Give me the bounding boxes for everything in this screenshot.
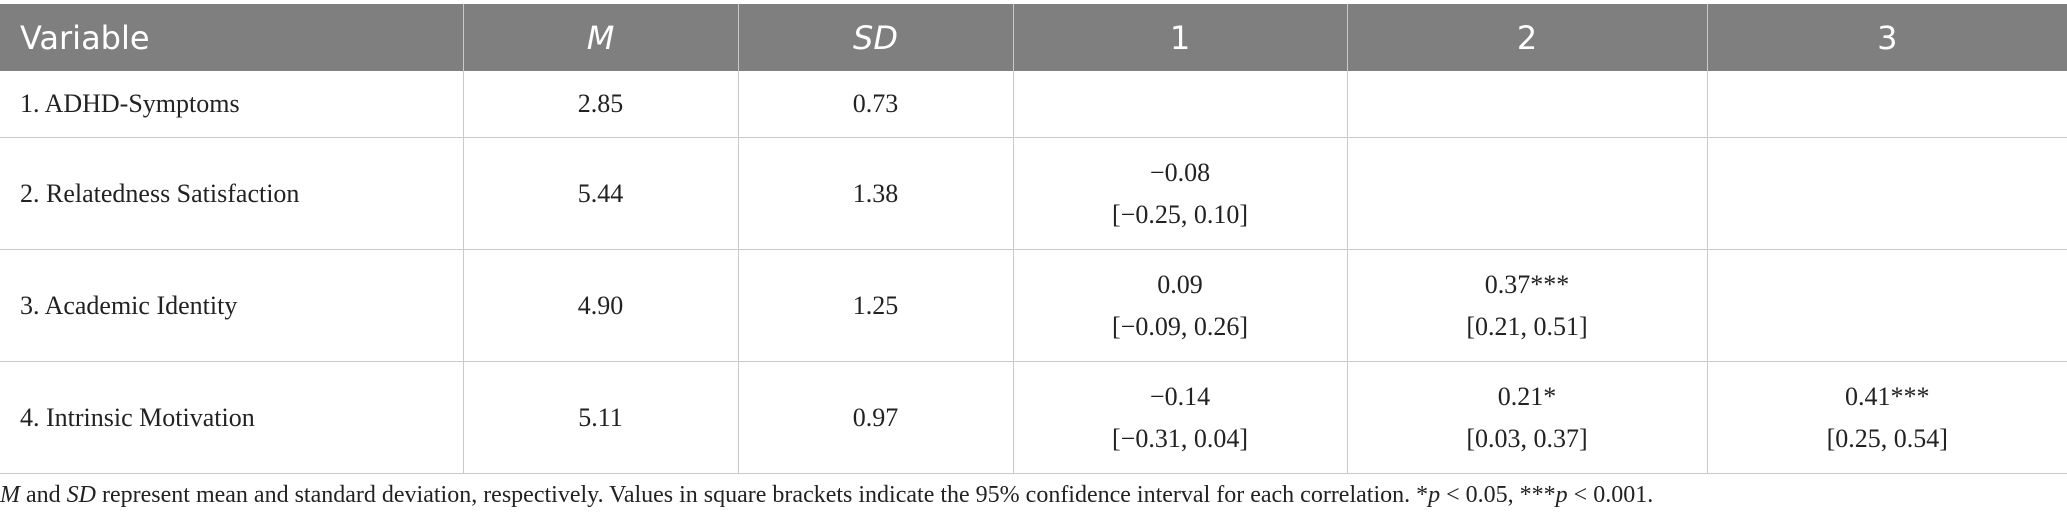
correlation-value: −0.08 bbox=[1149, 157, 1211, 187]
confidence-interval: [0.25, 0.54] bbox=[1826, 423, 1948, 453]
footnote-text-2: < 0.05, *** bbox=[1440, 482, 1556, 508]
header-col-2: 2 bbox=[1346, 4, 1707, 71]
table-body: 1. ADHD-Symptoms 2.85 0.73 2. Relatednes… bbox=[0, 71, 2067, 474]
confidence-interval: [0.03, 0.37] bbox=[1466, 423, 1588, 453]
footnote-text-1: represent mean and standard deviation, r… bbox=[96, 482, 1429, 508]
variable-cell: 4. Intrinsic Motivation bbox=[0, 361, 463, 474]
sd-cell: 1.38 bbox=[737, 137, 1013, 250]
footnote-and: and bbox=[20, 482, 67, 508]
correlation-cell bbox=[1346, 71, 1707, 138]
table-row: 4. Intrinsic Motivation 5.11 0.97 −0.14 … bbox=[0, 361, 2067, 474]
table-row: 1. ADHD-Symptoms 2.85 0.73 bbox=[0, 71, 2067, 138]
header-col-1: 1 bbox=[1012, 4, 1347, 71]
mean-cell: 2.85 bbox=[462, 71, 738, 138]
correlation-cell bbox=[1706, 71, 2067, 138]
correlation-table-container: Variable M SD 1 2 3 1. ADHD-Symptoms 2.8… bbox=[0, 4, 2067, 474]
correlation-cell: −0.08 [−0.25, 0.10] bbox=[1012, 137, 1347, 250]
descriptive-correlation-table: Variable M SD 1 2 3 1. ADHD-Symptoms 2.8… bbox=[0, 4, 2067, 474]
confidence-interval: [−0.25, 0.10] bbox=[1112, 199, 1248, 229]
correlation-value: −0.14 bbox=[1149, 381, 1211, 411]
variable-cell: 2. Relatedness Satisfaction bbox=[0, 137, 463, 250]
correlation-cell: −0.14 [−0.31, 0.04] bbox=[1012, 361, 1347, 474]
confidence-interval: [0.21, 0.51] bbox=[1466, 311, 1588, 341]
header-sd: SD bbox=[737, 4, 1013, 71]
mean-cell: 4.90 bbox=[462, 249, 738, 362]
footnote-p-1: p bbox=[1428, 482, 1441, 508]
correlation-cell: 0.41*** [0.25, 0.54] bbox=[1706, 361, 2067, 474]
footnote-p-2: p bbox=[1555, 482, 1568, 508]
confidence-interval: [−0.31, 0.04] bbox=[1112, 423, 1248, 453]
correlation-cell bbox=[1012, 71, 1347, 138]
table-row: 3. Academic Identity 4.90 1.25 0.09 [−0.… bbox=[0, 249, 2067, 362]
correlation-cell bbox=[1346, 137, 1707, 250]
table-row: 2. Relatedness Satisfaction 5.44 1.38 −0… bbox=[0, 137, 2067, 250]
correlation-cell: 0.09 [−0.09, 0.26] bbox=[1012, 249, 1347, 362]
confidence-interval: [−0.09, 0.26] bbox=[1112, 311, 1248, 341]
correlation-value: 0.37*** bbox=[1484, 269, 1570, 299]
mean-cell: 5.11 bbox=[462, 361, 738, 474]
footnote-m: M bbox=[0, 482, 20, 508]
correlation-cell: 0.21* [0.03, 0.37] bbox=[1346, 361, 1707, 474]
correlation-value: 0.09 bbox=[1157, 269, 1203, 299]
correlation-cell: 0.37*** [0.21, 0.51] bbox=[1346, 249, 1707, 362]
table-header: Variable M SD 1 2 3 bbox=[0, 4, 2067, 71]
table-footnote: M and SD represent mean and standard dev… bbox=[0, 482, 1653, 509]
correlation-value: 0.41*** bbox=[1845, 381, 1930, 411]
variable-cell: 1. ADHD-Symptoms bbox=[0, 71, 463, 138]
header-variable: Variable bbox=[0, 4, 463, 71]
sd-cell: 0.97 bbox=[737, 361, 1013, 474]
correlation-cell bbox=[1706, 249, 2067, 362]
mean-cell: 5.44 bbox=[462, 137, 738, 250]
correlation-value: 0.21* bbox=[1497, 381, 1557, 411]
header-row: Variable M SD 1 2 3 bbox=[0, 4, 2067, 71]
variable-cell: 3. Academic Identity bbox=[0, 249, 463, 362]
header-col-3: 3 bbox=[1706, 4, 2067, 71]
footnote-text-3: < 0.001. bbox=[1567, 482, 1654, 508]
sd-cell: 0.73 bbox=[737, 71, 1013, 138]
correlation-cell bbox=[1706, 137, 2067, 250]
footnote-sd: SD bbox=[66, 482, 96, 508]
header-mean: M bbox=[462, 4, 738, 71]
sd-cell: 1.25 bbox=[737, 249, 1013, 362]
